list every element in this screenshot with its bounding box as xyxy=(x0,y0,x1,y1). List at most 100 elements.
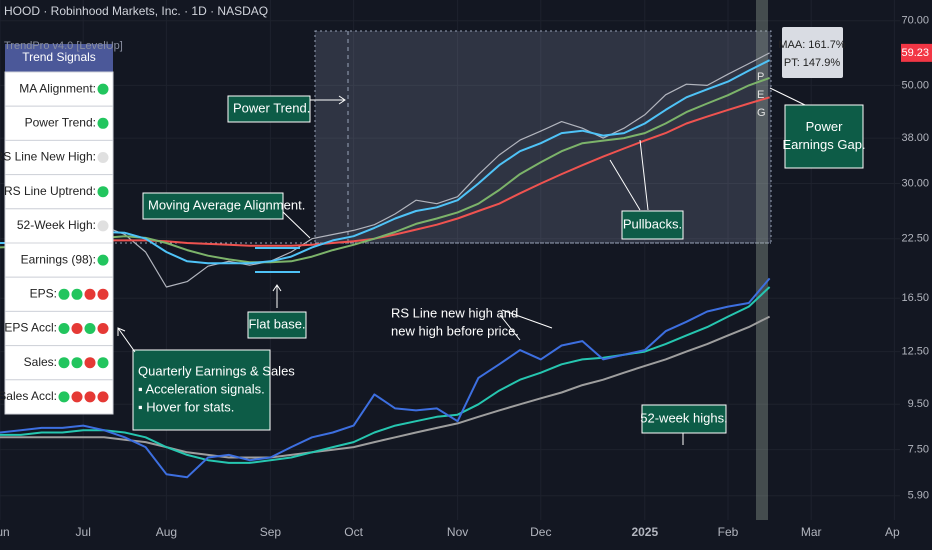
signal-label: Sales: xyxy=(24,355,57,369)
y-tick-label: 50.00 xyxy=(901,79,929,91)
y-tick-label: 16.50 xyxy=(901,292,929,304)
stat-label: PT: 147.9% xyxy=(784,57,840,69)
signal-label: RS Line New High: xyxy=(0,150,96,164)
series-line xyxy=(0,286,771,464)
signal-label: Sales Accl: xyxy=(0,389,57,403)
signal-dot xyxy=(97,220,109,232)
signal-label: Earnings (98): xyxy=(21,252,96,266)
signal-label: MA Alignment: xyxy=(19,81,96,95)
arrow xyxy=(117,327,136,353)
y-tick-label: 30.00 xyxy=(901,177,929,189)
annotation-text: ▪ Hover for stats. xyxy=(138,399,234,414)
chart-title: HOOD · Robinhood Markets, Inc. · 1D · NA… xyxy=(4,4,268,18)
arrows xyxy=(117,87,806,445)
annotation-text: 52-week highs. xyxy=(640,410,727,425)
signal-dot xyxy=(97,152,109,163)
annotation-text: Pullbacks. xyxy=(623,216,682,231)
series-line xyxy=(0,96,770,247)
signal-dot xyxy=(97,323,109,334)
signal-dot xyxy=(84,357,96,369)
y-tick-label: 7.50 xyxy=(908,444,929,456)
x-tick-label: Oct xyxy=(344,525,363,539)
signal-dot xyxy=(97,391,109,403)
arrow xyxy=(310,95,346,105)
signal-label: 52-Week High: xyxy=(17,218,96,232)
signals-panel: Trend Signals MA Alignment: Power Trend: RS… xyxy=(0,44,114,415)
gap-letter: E xyxy=(757,89,764,101)
x-axis: Jun Jul Aug Sep Oct Nov Dec 2025 Feb Mar Apr xyxy=(0,525,904,539)
gap-letter: P xyxy=(757,71,764,83)
signal-dot xyxy=(71,391,83,403)
annotation-text: ▪ Acceleration signals. xyxy=(138,381,265,396)
y-axis-bg xyxy=(900,0,932,550)
panel-row-bg xyxy=(4,174,114,210)
arrow xyxy=(499,309,553,341)
x-tick-label: Jun xyxy=(0,525,10,539)
x-tick-label: Mar xyxy=(801,525,822,539)
x-tick-label: Apr xyxy=(885,525,904,539)
annotation-text: Power Trend. xyxy=(233,100,310,115)
annotation-box xyxy=(132,349,271,431)
panel-row-bg xyxy=(4,242,114,278)
signal-dot xyxy=(84,288,96,300)
signal-dot xyxy=(58,323,70,334)
panel-header-bg xyxy=(5,44,113,72)
x-tick-label: Jul xyxy=(76,525,91,539)
series-line xyxy=(0,76,770,264)
signal-dot xyxy=(97,117,109,129)
y-tick-label: 38.00 xyxy=(901,132,929,144)
signal-label: RS Line Uptrend: xyxy=(4,184,96,198)
signal-dot xyxy=(71,357,83,369)
annotation-text: new high before price. xyxy=(391,323,519,338)
x-tick-label: Feb xyxy=(718,525,739,539)
panel-title: Trend Signals xyxy=(22,50,96,64)
plot: PEG xyxy=(0,52,771,479)
annotation-box xyxy=(247,311,307,339)
signal-dot xyxy=(84,323,96,334)
arrow xyxy=(609,139,649,211)
arrow xyxy=(272,284,282,308)
stats-box: MAA: 161.7% PT: 147.9% xyxy=(778,27,846,78)
signal-dot xyxy=(84,391,96,403)
signal-dot xyxy=(58,288,70,300)
y-tick-label: 22.50 xyxy=(901,233,929,245)
last-price-label: 59.23 xyxy=(901,47,929,59)
signal-dot xyxy=(97,186,109,198)
stat-label: MAA: 161.7% xyxy=(778,39,845,51)
x-tick-label: Aug xyxy=(156,525,177,539)
last-price-bg xyxy=(901,43,932,62)
signal-dot xyxy=(58,391,70,403)
power-trend-zone xyxy=(314,30,772,244)
annotation-text: RS Line new high and xyxy=(391,305,518,320)
annotation-box xyxy=(142,192,284,220)
arrow xyxy=(769,87,806,106)
signal-dot xyxy=(71,288,83,300)
signal-dot xyxy=(58,357,70,369)
series-line xyxy=(0,59,771,265)
annotations: Power Trend. Moving Average Alignment. Fla… xyxy=(132,95,866,434)
signal-label: EPS: xyxy=(30,286,57,300)
x-tick-label: Dec xyxy=(530,525,551,539)
panel-row-bg xyxy=(4,105,114,141)
signal-dot xyxy=(97,357,109,369)
annotation-text: Power xyxy=(806,119,844,134)
signal-dot xyxy=(97,254,109,266)
y-tick-label: 9.50 xyxy=(908,398,929,410)
arrow xyxy=(282,211,311,239)
annotation-box xyxy=(621,210,684,240)
annotation-text: Flat base. xyxy=(248,316,305,331)
panel-row-bg xyxy=(4,208,114,244)
y-axis: 70.00 50.00 38.00 30.00 22.50 16.50 12.50 9.50 7… xyxy=(901,15,932,502)
signal-label: Power Trend: xyxy=(25,115,96,129)
y-tick-label: 12.50 xyxy=(901,345,929,357)
series-line xyxy=(0,315,771,459)
signal-label: EPS Accl: xyxy=(4,321,57,335)
series-line xyxy=(0,277,771,479)
annotation-box xyxy=(227,95,311,123)
signal-dot xyxy=(97,288,109,300)
gap-letter: G xyxy=(757,107,766,119)
annotation-text: Quarterly Earnings & Sales xyxy=(138,363,295,378)
annotation-text: Earnings Gap. xyxy=(782,137,865,152)
x-tick-label: Nov xyxy=(447,525,468,539)
